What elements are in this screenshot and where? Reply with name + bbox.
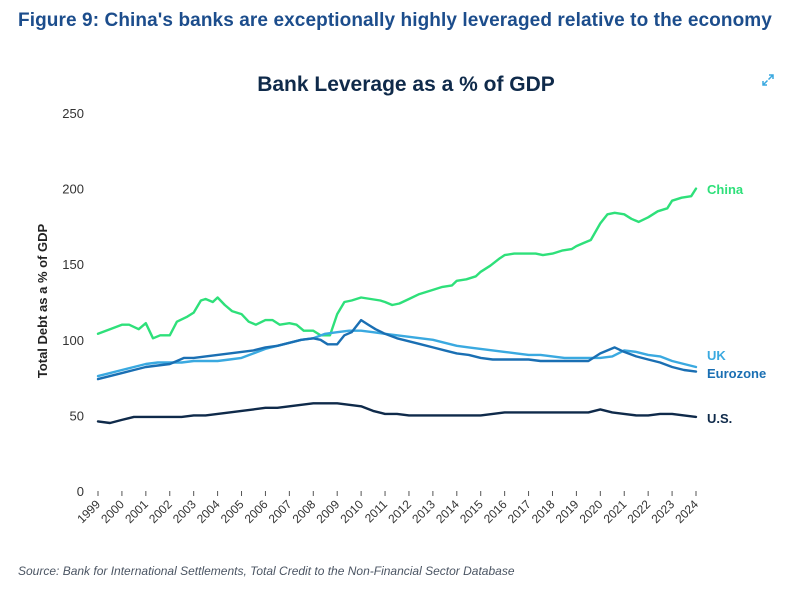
x-tick-label: 2004 <box>194 497 223 526</box>
x-tick-label: 2014 <box>433 497 462 526</box>
y-axis-label: Total Debt as a % of GDP <box>35 224 50 379</box>
series-line-eurozone <box>96 318 698 381</box>
series-line-uk <box>96 329 698 378</box>
x-tick-label: 2015 <box>457 497 486 526</box>
figure-heading: Figure 9: China's banks are exceptionall… <box>18 10 772 31</box>
y-tick-label: 50 <box>70 408 84 423</box>
x-tick-label: 2022 <box>624 497 653 526</box>
series-label-china: China <box>707 182 744 197</box>
x-tick-label: 2017 <box>505 497 534 526</box>
x-tick-label: 2011 <box>362 497 390 525</box>
x-tick-label: 2009 <box>314 497 343 526</box>
x-tick-label: 2024 <box>672 497 701 526</box>
x-tick-label: 2016 <box>481 497 510 526</box>
x-tick-label: 1999 <box>74 497 103 526</box>
y-tick-label: 150 <box>62 257 84 272</box>
x-tick-label: 2001 <box>122 497 151 526</box>
x-tick-label: 2000 <box>98 497 127 526</box>
series-line-us <box>96 402 698 425</box>
y-tick-label: 250 <box>62 106 84 121</box>
x-tick-label: 2010 <box>337 497 366 526</box>
x-tick-label: 2012 <box>385 497 414 526</box>
line-chart: Bank Leverage as a % of GDP Total Debt a… <box>35 70 778 526</box>
series-label-us: U.S. <box>707 411 732 426</box>
x-tick-label: 2020 <box>577 497 606 526</box>
x-tick-label: 2003 <box>170 497 199 526</box>
series-label-uk: UK <box>707 348 726 363</box>
x-tick-label: 2002 <box>146 497 175 526</box>
x-tick-label: 2019 <box>553 497 582 526</box>
x-tick-label: 2018 <box>529 497 558 526</box>
y-tick-label: 0 <box>77 484 84 499</box>
y-tick-label: 100 <box>62 333 84 348</box>
source-note: Source: Bank for International Settlemen… <box>18 564 515 578</box>
x-tick-label: 2008 <box>290 497 319 526</box>
chart-title: Bank Leverage as a % of GDP <box>257 73 555 96</box>
x-tick-label: 2005 <box>218 497 247 526</box>
expand-icon[interactable] <box>758 70 778 90</box>
x-tick-label: 2013 <box>409 497 438 526</box>
series-line-china <box>96 187 698 340</box>
x-tick-label: 2021 <box>601 497 630 526</box>
series-label-eurozone: Eurozone <box>707 366 766 381</box>
x-tick-label: 2023 <box>648 497 677 526</box>
y-tick-label: 200 <box>62 182 84 197</box>
x-tick-label: 2006 <box>242 497 271 526</box>
x-tick-label: 2007 <box>266 497 295 526</box>
